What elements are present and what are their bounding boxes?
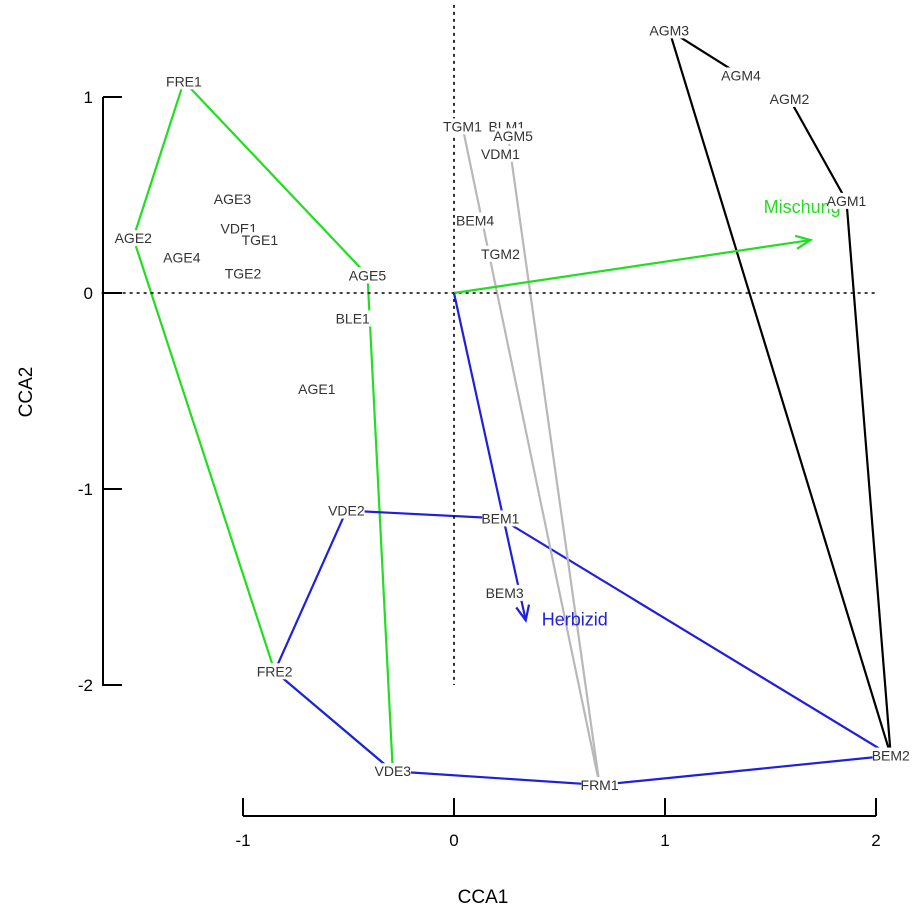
site-label-age4: AGE4 (163, 250, 201, 266)
site-label-bg (224, 265, 262, 282)
site-label-bg (828, 192, 865, 209)
site-label-bem2: BEM2 (872, 748, 910, 764)
site-label-bg (256, 663, 293, 680)
site-label-tgm2: TGM2 (481, 246, 520, 262)
arrow-mischung (453, 238, 811, 295)
site-label-fre2: FRE2 (257, 663, 293, 679)
site-label-vde3: VDE3 (375, 763, 412, 779)
site-label-bg (165, 73, 203, 90)
site-label-agm1: AGM1 (827, 193, 867, 209)
site-label-bg (771, 90, 808, 107)
arrowhead-mischung (794, 234, 814, 250)
site-label-bem3: BEM3 (486, 585, 524, 601)
site-label-vdm1: VDM1 (481, 146, 520, 162)
site-label-bg (241, 232, 279, 249)
group-hull-3 (668, 29, 892, 757)
site-label-tge2: TGE2 (225, 265, 262, 281)
y-tick-label: 1 (84, 88, 93, 107)
y-tick-label: 0 (84, 284, 93, 303)
site-label-bg (482, 145, 519, 162)
x-tick-label: 1 (660, 831, 669, 850)
site-label-fre1: FRE1 (166, 73, 202, 89)
y-tick-label: -2 (78, 676, 93, 695)
site-label-age2: AGE2 (115, 230, 153, 246)
x-tick-label: -1 (235, 831, 250, 850)
site-label-tge1: TGE1 (242, 232, 279, 248)
site-label-bg (494, 128, 532, 145)
site-label-vde2: VDE2 (328, 503, 365, 519)
site-label-bem1: BEM1 (481, 510, 519, 526)
site-label-bg (298, 381, 336, 398)
group-hull-1 (273, 509, 892, 787)
y-axis-title: CCA2 (16, 367, 37, 418)
axes: -1 0 1 2 -2 -1 0 1 (78, 88, 881, 850)
site-label-bg (349, 267, 386, 284)
arrow-herbizid (452, 292, 527, 621)
arrow-label-herbizid: Herbizid (542, 609, 608, 629)
site-label-bg (486, 584, 523, 601)
reference-lines (101, 4, 876, 685)
site-label-bg (328, 502, 365, 519)
site-label-bg (581, 776, 618, 793)
x-axis-title: CCA1 (458, 887, 509, 908)
site-label-bg (214, 190, 251, 207)
site-label-age1: AGE1 (298, 381, 336, 397)
site-label-bg (163, 249, 201, 266)
site-label-bg (872, 747, 909, 764)
site-label-agm5: AGM5 (493, 128, 533, 144)
y-tick-label: -1 (78, 480, 93, 499)
site-label-bg (651, 22, 688, 39)
site-label-agm4: AGM4 (721, 67, 761, 83)
site-label-bg (334, 310, 371, 327)
site-label-age5: AGE5 (349, 267, 387, 283)
site-label-age3: AGE3 (214, 191, 252, 207)
site-label-agm3: AGM3 (649, 22, 689, 38)
site-label-bg (444, 118, 481, 135)
arrow-label-mischung: Mischung (764, 197, 841, 217)
x-tick-label: 2 (871, 831, 880, 850)
site-label-bg (115, 230, 152, 247)
site-label-frm1: FRM1 (581, 777, 619, 793)
site-label-bg (456, 212, 494, 229)
site-label-bg (374, 763, 412, 780)
site-label-bg (722, 67, 760, 84)
site-label-bg (482, 245, 519, 262)
site-label-bg (482, 510, 519, 527)
site-label-bem4: BEM4 (456, 212, 494, 228)
arrowhead-herbizid (515, 604, 531, 623)
x-tick-label: 0 (449, 831, 458, 850)
site-label-tgm1: TGM1 (443, 118, 482, 134)
site-label-agm2: AGM2 (770, 91, 810, 107)
biplot-arrows: Mischung Herbizid (452, 197, 841, 629)
site-label-ble1: BLE1 (336, 310, 370, 326)
